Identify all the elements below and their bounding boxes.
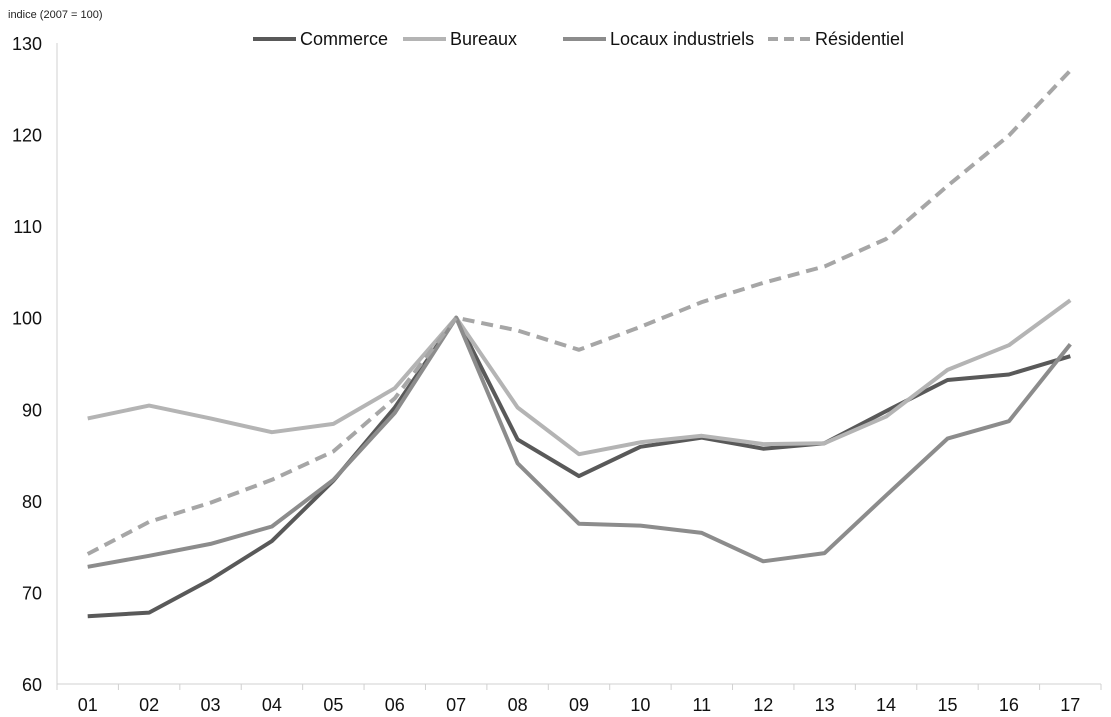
x-tick-label: 13: [815, 695, 835, 715]
series-layer: [86, 69, 1072, 619]
x-tick-label: 15: [937, 695, 957, 715]
y-tick-label: 90: [22, 400, 42, 420]
series-line-residentiel: [86, 69, 1072, 556]
y-axis: 60 70 80 90 100 110 120 130: [12, 34, 58, 695]
x-tick-label: 11: [692, 695, 711, 715]
legend-label: Résidentiel: [815, 29, 904, 49]
y-tick-label: 130: [12, 34, 42, 54]
series-line-bureaux: [87, 298, 1072, 457]
y-tick-label: 70: [22, 583, 42, 603]
x-tick-label: 09: [569, 695, 589, 715]
y-tick-label: 100: [12, 309, 42, 329]
x-tick-label: 07: [446, 695, 466, 715]
legend-label: Locaux industriels: [610, 29, 754, 49]
x-tick-label: 14: [876, 695, 896, 715]
y-tick-label: 110: [13, 217, 42, 237]
x-tick-label: 05: [323, 695, 343, 715]
unit-label: indice (2007 = 100): [8, 9, 102, 21]
series-line-locaux-industriels: [87, 315, 1072, 569]
x-tick-label: 04: [262, 695, 282, 715]
legend-label: Commerce: [300, 29, 388, 49]
series-line-commerce: [87, 315, 1071, 619]
x-tick-label: 01: [78, 695, 98, 715]
y-tick-label: 120: [12, 126, 42, 146]
x-tick-label: 08: [508, 695, 528, 715]
x-tick-label: 17: [1060, 695, 1080, 715]
legend-label: Bureaux: [450, 29, 517, 49]
y-tick-label: 80: [22, 492, 42, 512]
x-tick-label: 12: [753, 695, 773, 715]
x-tick-label: 16: [999, 695, 1019, 715]
legend: Commerce Bureaux Locaux industriels Résiden…: [253, 29, 904, 49]
x-tick-label: 06: [385, 695, 405, 715]
x-tick-label: 03: [201, 695, 221, 715]
x-tick-label: 10: [630, 695, 650, 715]
x-axis: 01 02 03 04 05 06 07 08 09 10 11 12 13 14 15 16 17: [56, 683, 1102, 715]
x-tick-label: 02: [139, 695, 159, 715]
y-tick-label: 60: [22, 675, 42, 695]
